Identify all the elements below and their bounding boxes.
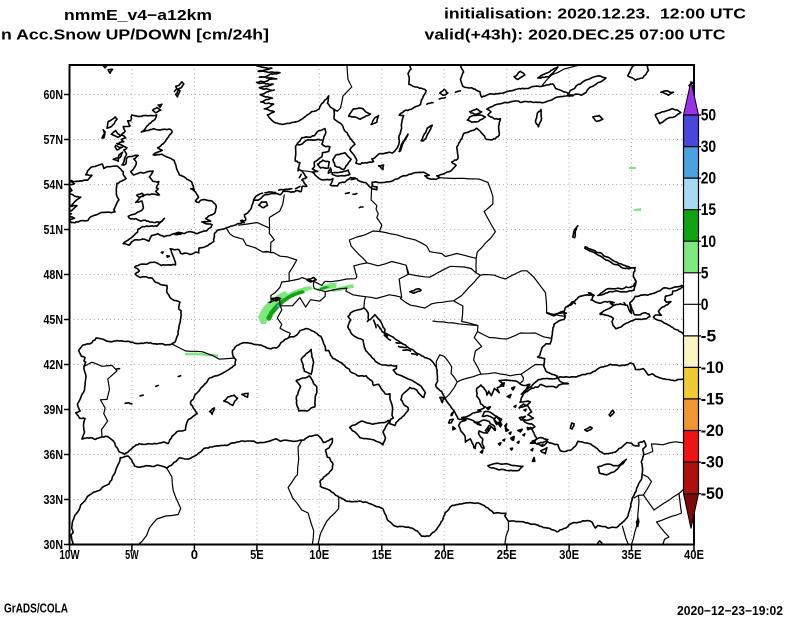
svg-text:-50: -50 (701, 485, 724, 503)
svg-text:30E: 30E (559, 547, 579, 562)
svg-text:54N: 54N (44, 177, 64, 192)
svg-text:42N: 42N (44, 357, 64, 372)
svg-text:n Acc.Snow UP/DOWN [cm/24h]: n Acc.Snow UP/DOWN [cm/24h] (1, 27, 269, 44)
svg-text:39N: 39N (44, 402, 64, 417)
svg-text:45N: 45N (44, 312, 64, 327)
svg-text:10E: 10E (309, 547, 329, 562)
svg-text:60N: 60N (44, 87, 64, 102)
svg-text:2020−12−23−19:02: 2020−12−23−19:02 (677, 604, 783, 618)
svg-text:15: 15 (701, 201, 716, 219)
svg-text:-15: -15 (701, 391, 724, 409)
svg-text:10W: 10W (60, 547, 81, 562)
svg-text:30: 30 (701, 138, 716, 156)
svg-text:36N: 36N (44, 447, 64, 462)
svg-text:50: 50 (701, 107, 716, 125)
svg-text:-5: -5 (701, 328, 716, 346)
svg-text:51N: 51N (44, 222, 64, 237)
svg-text:-10: -10 (701, 359, 724, 377)
svg-text:5E: 5E (250, 547, 264, 562)
svg-text:30N: 30N (44, 537, 64, 552)
svg-text:initialisation: 2020.12.23. 1: initialisation: 2020.12.23. 12:00 UTC (444, 6, 746, 23)
svg-text:GrADS/COLA: GrADS/COLA (4, 602, 68, 616)
svg-text:5W: 5W (125, 547, 139, 562)
svg-text:48N: 48N (44, 267, 64, 282)
svg-text:10: 10 (701, 233, 716, 251)
svg-text:5: 5 (701, 264, 709, 282)
svg-text:0: 0 (191, 547, 198, 562)
svg-text:-20: -20 (701, 422, 724, 440)
svg-text:33N: 33N (44, 492, 64, 507)
svg-text:20E: 20E (434, 547, 454, 562)
svg-text:15E: 15E (372, 547, 392, 562)
svg-text:0: 0 (701, 296, 709, 314)
svg-text:25E: 25E (497, 547, 517, 562)
svg-text:nmmE_v4−a12km: nmmE_v4−a12km (64, 7, 212, 24)
svg-text:35E: 35E (622, 547, 642, 562)
svg-text:57N: 57N (44, 132, 64, 147)
svg-text:40E: 40E (684, 547, 704, 562)
svg-text:20: 20 (701, 170, 716, 188)
svg-text:-30: -30 (701, 454, 724, 472)
svg-text:valid(+43h): 2020.DEC.25 07:00: valid(+43h): 2020.DEC.25 07:00 UTC (425, 27, 726, 44)
